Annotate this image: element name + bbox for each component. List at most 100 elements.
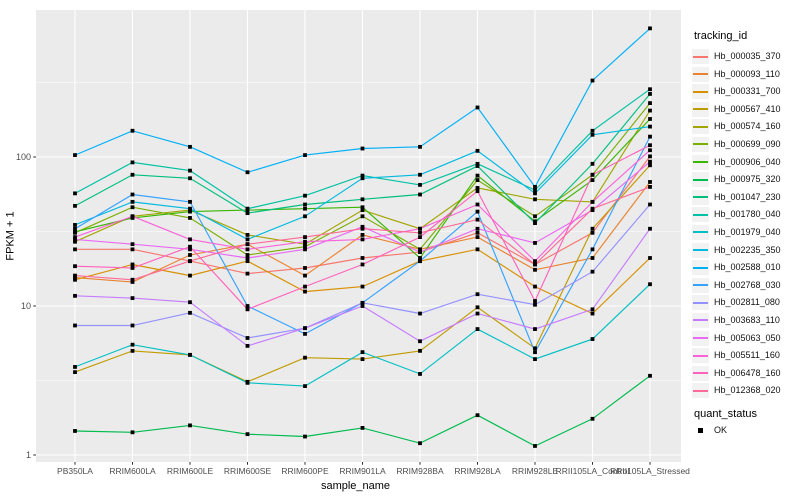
ok-point-marker	[188, 247, 192, 252]
ok-point-marker	[590, 172, 595, 177]
ok-point-marker	[648, 373, 652, 378]
ok-point-marker	[475, 327, 480, 331]
ok-point-marker	[245, 271, 250, 276]
ok-point-marker	[533, 302, 537, 307]
legend-entry-label: Hb_000906_040	[714, 156, 781, 167]
ok-point-marker	[245, 253, 250, 257]
legend-entry-Hb_000093_110: Hb_000093_110	[686, 66, 800, 84]
ok-point-marker	[73, 323, 77, 328]
ok-point-marker	[533, 191, 537, 196]
ok-point-marker	[303, 153, 307, 157]
ok-point-marker	[245, 211, 250, 216]
ok-point-marker	[533, 221, 537, 226]
ok-point-marker	[73, 247, 77, 252]
ok-point-marker	[418, 235, 422, 240]
ok-point-marker	[475, 235, 480, 240]
legend-key-swatch	[692, 66, 709, 82]
ok-point-marker	[245, 237, 250, 242]
ok-point-marker	[188, 423, 192, 428]
ok-point-marker	[533, 214, 537, 219]
ok-point-marker	[475, 311, 480, 316]
ok-point-marker	[360, 226, 365, 231]
ok-point-marker	[73, 273, 77, 278]
ok-point-marker	[303, 331, 307, 336]
legend-key-swatch	[692, 423, 709, 438]
ok-point-marker	[130, 160, 135, 165]
legend-entry-label: Hb_012368_020	[714, 385, 781, 396]
ok-point-marker	[73, 239, 77, 244]
legend-entry-label: Hb_000699_090	[714, 138, 781, 149]
legend-key-swatch	[692, 119, 709, 135]
ok-point-marker	[418, 311, 422, 316]
ok-point-marker	[418, 441, 422, 446]
series-line-icon	[693, 161, 708, 164]
ok-point-marker	[533, 346, 537, 351]
ok-point-marker	[648, 202, 652, 207]
ok-point-marker	[475, 230, 480, 235]
series-line-icon	[693, 249, 708, 252]
ok-point-marker	[418, 250, 422, 255]
ok-point-marker	[475, 217, 480, 222]
legend-entry-label: OK	[714, 425, 728, 435]
legend-key-swatch	[692, 277, 709, 293]
ok-point-marker	[303, 244, 307, 249]
x-tick-label: RRIM600SE	[224, 466, 272, 476]
ok-point-marker	[360, 350, 365, 355]
ok-point-marker	[188, 300, 192, 305]
ok-point-marker	[360, 237, 365, 242]
ok-point-marker	[360, 300, 365, 305]
legend-entry-Hb_000574_160: Hb_000574_160	[686, 118, 800, 136]
ok-point-marker	[130, 242, 135, 247]
legend-key-swatch	[692, 365, 709, 381]
ok-point-marker	[648, 101, 652, 106]
ok-point-marker	[188, 216, 192, 220]
legend-entry-Hb_001047_230: Hb_001047_230	[686, 189, 800, 207]
series-line-icon	[693, 266, 708, 269]
legend-entry-label: Hb_000574_160	[714, 121, 781, 132]
ok-point-marker	[130, 430, 135, 435]
ok-point-marker	[475, 413, 480, 418]
x-tick-label: RRIM928LE	[512, 466, 559, 476]
ok-point-marker	[360, 357, 365, 362]
ok-point-marker	[188, 273, 192, 278]
y-tick-label: 10	[21, 301, 31, 311]
series-line-icon	[693, 196, 708, 199]
ok-point-marker	[418, 339, 422, 344]
ok-point-marker	[73, 203, 77, 208]
series-line-icon	[693, 178, 708, 181]
y-axis-title: FPKM + 1	[5, 211, 17, 260]
x-tick-label: RRIM901LA	[339, 466, 386, 476]
legend-key-swatch	[692, 330, 709, 346]
ok-point-marker	[475, 209, 480, 214]
ok-point-marker	[533, 259, 537, 264]
legend-entry-Hb_002811_080: Hb_002811_080	[686, 294, 800, 312]
ok-point-marker	[360, 426, 365, 430]
legend-key-swatch	[692, 312, 709, 328]
ok-point-marker	[648, 26, 652, 31]
ok-point-marker	[475, 186, 480, 190]
legend2-items: OK	[686, 422, 800, 440]
legend-entry-label: Hb_005511_160	[714, 350, 780, 361]
ok-point-marker	[360, 304, 365, 308]
ok-point-marker	[245, 206, 250, 211]
ok-point-marker	[418, 256, 422, 260]
ok-point-marker	[360, 173, 365, 178]
ok-point-marker	[533, 267, 537, 272]
ok-point-marker	[303, 434, 307, 439]
ok-point-marker	[188, 206, 192, 211]
ok-point-marker	[475, 292, 480, 297]
ok-point-marker	[648, 180, 652, 184]
legend-key-swatch	[692, 49, 709, 64]
ok-point-marker	[590, 311, 595, 316]
ok-point-marker	[73, 429, 77, 433]
legend-entry-label: Hb_002588_010	[714, 262, 781, 273]
panel-background	[36, 10, 681, 462]
ok-point-marker	[303, 355, 307, 360]
legend-entry-label: Hb_006478_160	[714, 367, 781, 378]
series-line-icon	[693, 55, 708, 58]
ok-point-marker	[130, 342, 135, 347]
ok-point-marker	[418, 372, 422, 376]
legend-items: Hb_000035_370 Hb_000093_110 Hb_000331_70…	[686, 48, 800, 400]
ok-point-marker	[303, 326, 307, 331]
